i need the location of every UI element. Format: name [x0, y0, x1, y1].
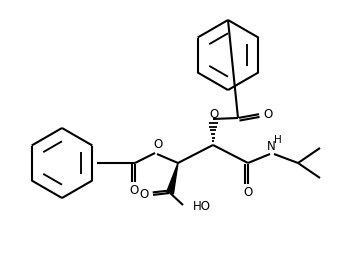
Text: O: O — [263, 107, 273, 120]
Text: H: H — [274, 135, 282, 145]
Polygon shape — [167, 163, 178, 194]
Text: N: N — [267, 141, 275, 153]
Text: O: O — [139, 188, 149, 202]
Text: O: O — [244, 187, 253, 199]
Text: HO: HO — [193, 200, 211, 214]
Text: O: O — [153, 138, 162, 152]
Text: O: O — [209, 109, 219, 122]
Text: O: O — [129, 184, 139, 197]
